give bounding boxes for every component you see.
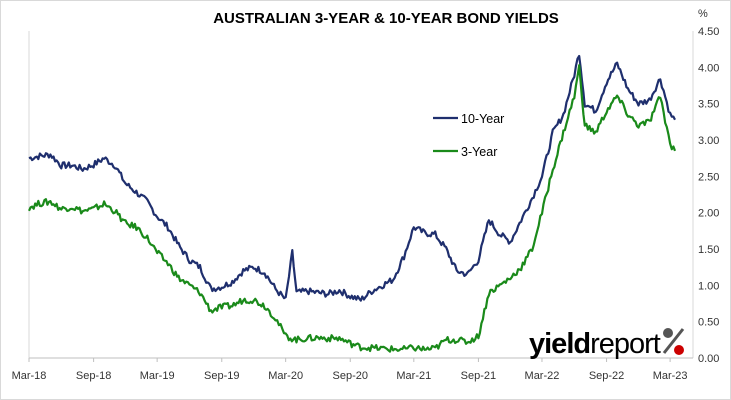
- yieldreport-logo: yieldreport: [529, 328, 685, 360]
- y-axis-ticks: 0.00 0.50 1.00 1.50 2.00 2.50 3.00 3.50 4.00 4.50: [698, 26, 719, 365]
- x-tick-label: Mar-19: [140, 370, 175, 382]
- y-tick-label: 0.00: [698, 353, 719, 365]
- y-tick-label: 2.50: [698, 171, 719, 183]
- y-tick-label: 3.00: [698, 135, 719, 147]
- logo-text-yield: yield: [529, 328, 590, 360]
- y-tick-label: 3.50: [698, 99, 719, 111]
- series-line-1: [28, 64, 677, 353]
- x-tick-label: Sep-18: [76, 370, 111, 382]
- x-tick-label: Mar-18: [12, 370, 47, 382]
- x-tick-label: Mar-21: [396, 370, 431, 382]
- x-tick-label: Mar-23: [653, 370, 688, 382]
- series-line-0: [28, 54, 676, 302]
- y-tick-label: 1.00: [698, 280, 719, 292]
- x-tick-label: Mar-20: [268, 370, 303, 382]
- x-tick-label: Mar-22: [525, 370, 560, 382]
- chart-title: AUSTRALIAN 3-YEAR & 10-YEAR BOND YIELDS: [213, 10, 559, 27]
- series-lines: [28, 54, 677, 353]
- x-tick-label: Sep-22: [589, 370, 624, 382]
- x-axis-ticks: Mar-18 Sep-18 Mar-19 Sep-19 Mar-20 Sep-20 Mar-…: [12, 358, 688, 382]
- x-tick-label: Sep-20: [333, 370, 368, 382]
- y-tick-label: 2.00: [698, 208, 719, 220]
- x-tick-label: Sep-19: [204, 370, 239, 382]
- y-axis-unit-label: %: [698, 8, 708, 20]
- legend: 10-Year 3-Year: [433, 112, 504, 159]
- svg-text:yieldreport: yieldreport: [529, 328, 661, 360]
- percent-logo-icon: [662, 328, 685, 355]
- legend-label-1: 3-Year: [461, 145, 497, 159]
- y-tick-label: 4.00: [698, 62, 719, 74]
- legend-label-0: 10-Year: [461, 112, 504, 126]
- logo-text-report: report: [590, 328, 661, 360]
- y-tick-label: 4.50: [698, 26, 719, 38]
- x-tick-label: Sep-21: [461, 370, 496, 382]
- y-tick-label: 1.50: [698, 244, 719, 256]
- y-tick-label: 0.50: [698, 317, 719, 329]
